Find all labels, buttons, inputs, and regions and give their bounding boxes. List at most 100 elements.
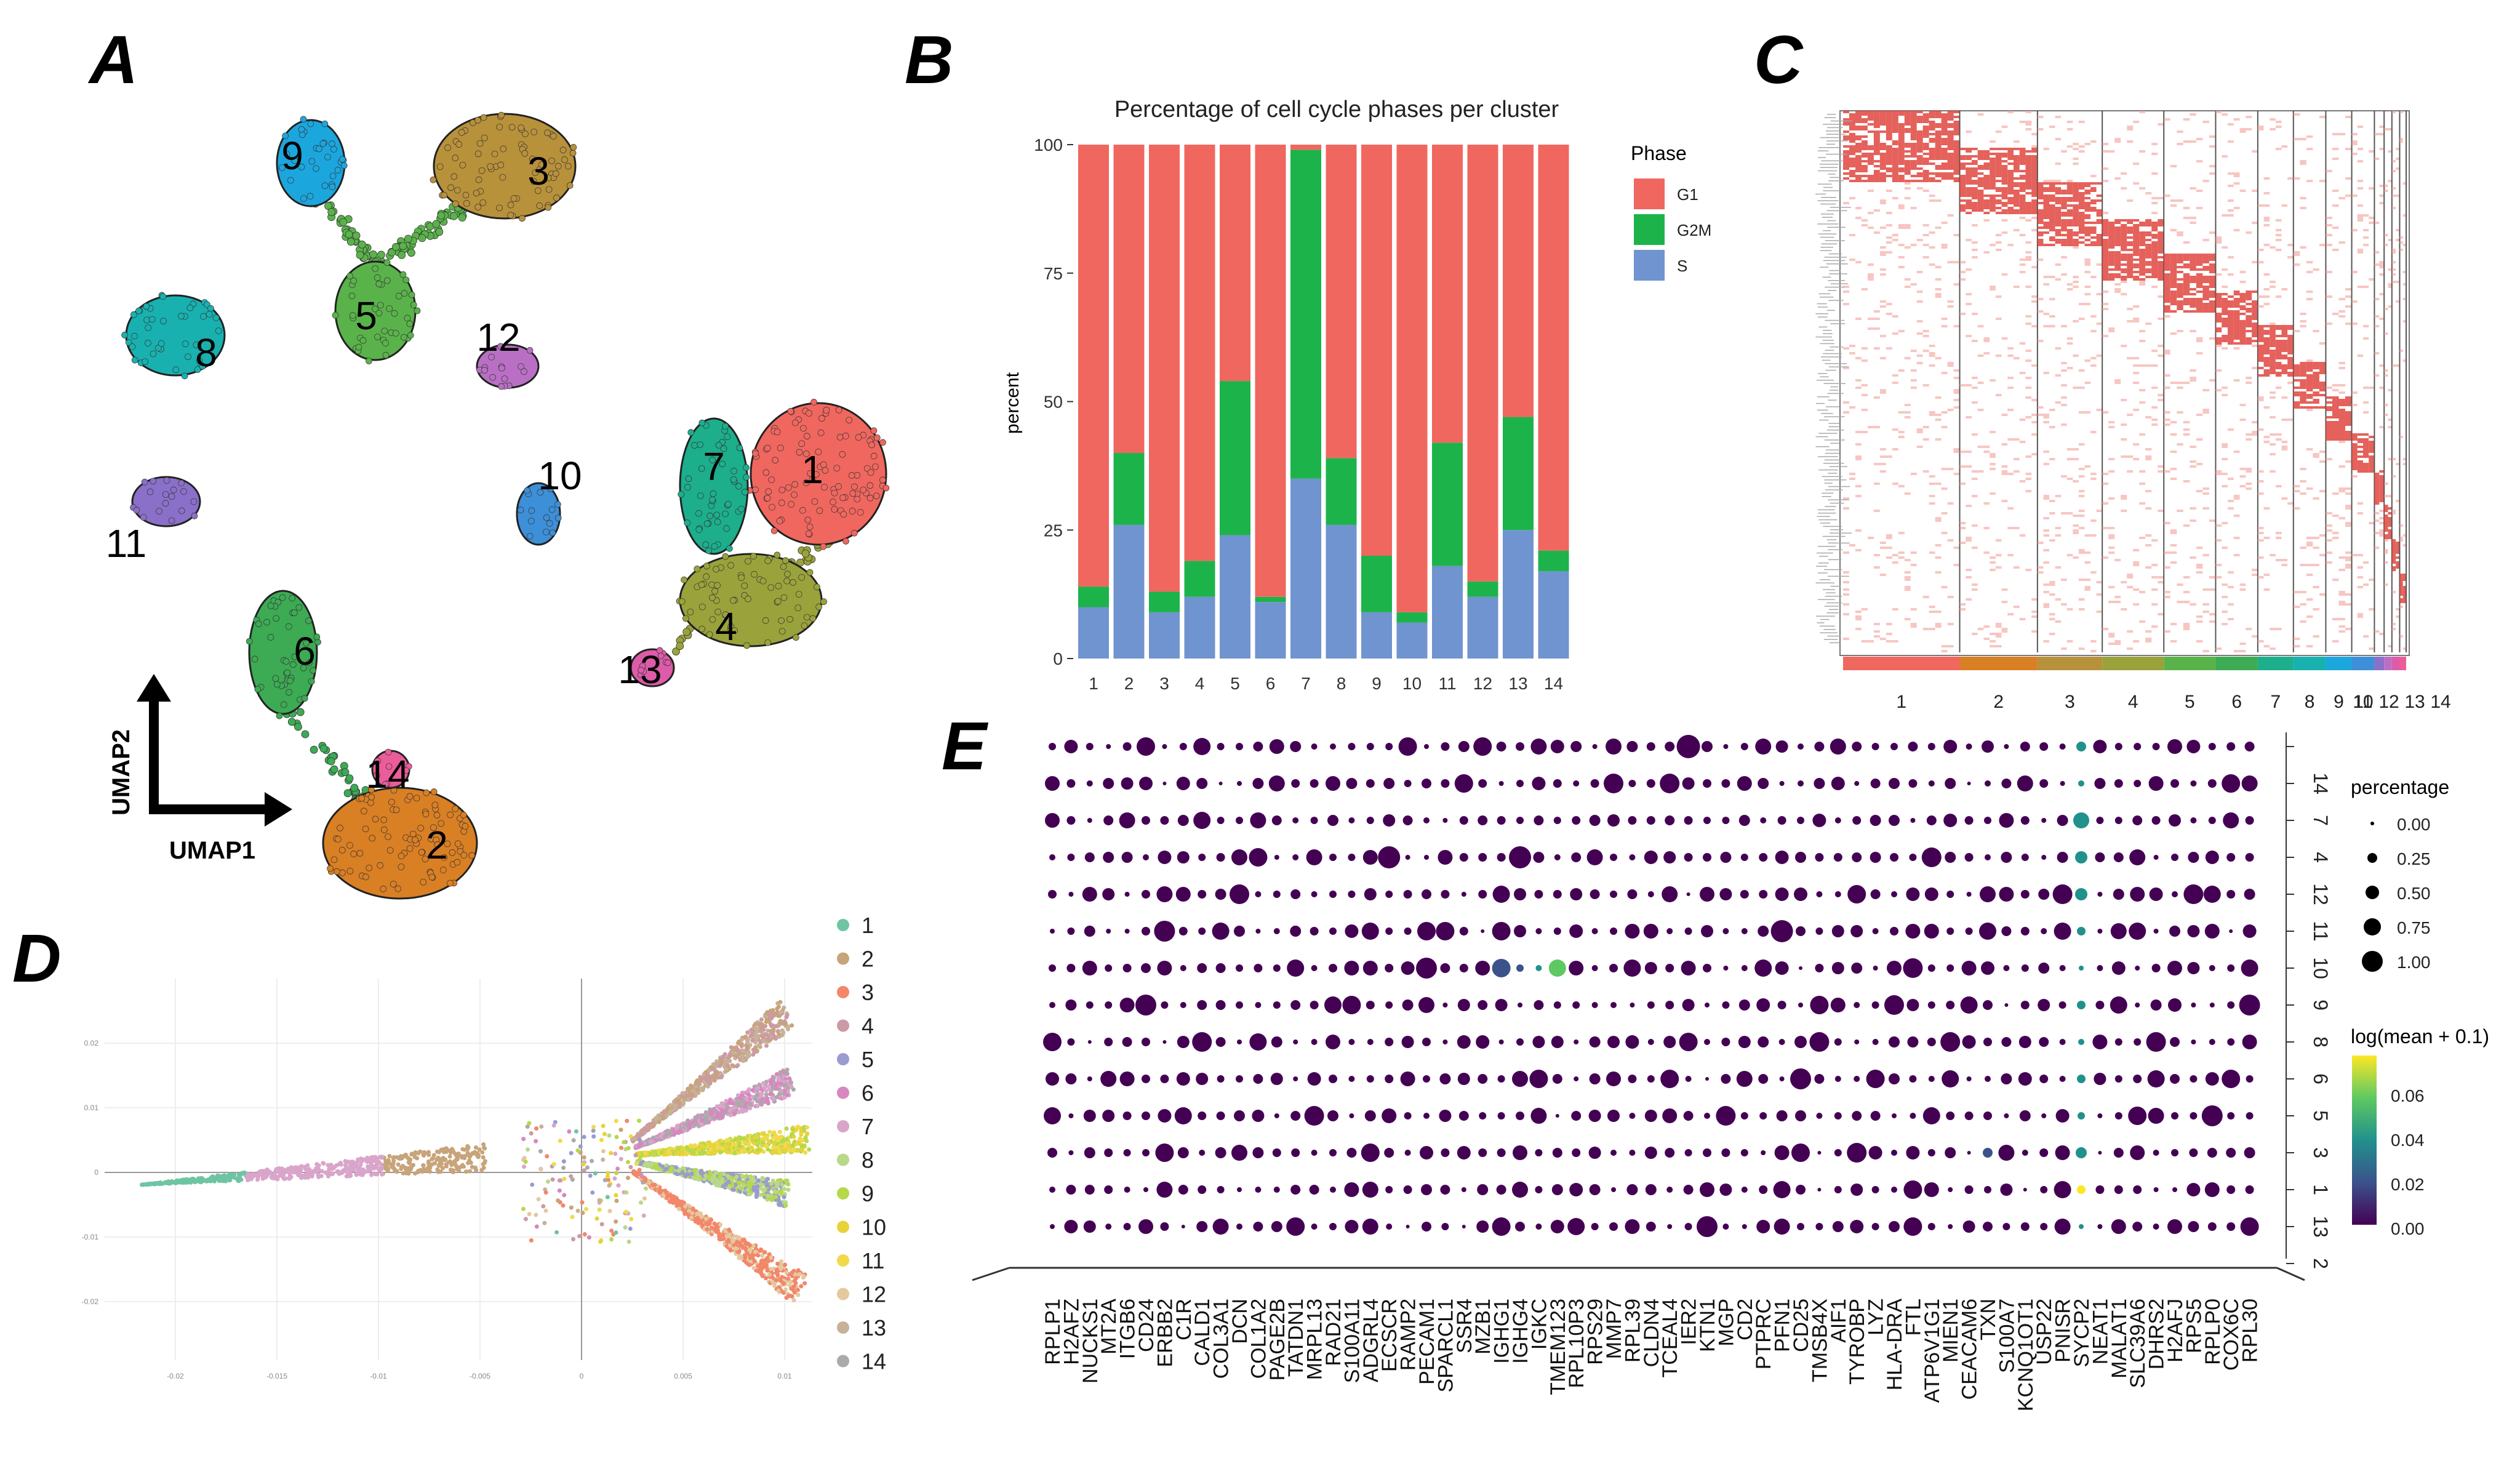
heatmap-cell: [1972, 155, 1978, 158]
heatmap-cell: [2127, 222, 2133, 224]
heatmap-cell: [2313, 635, 2319, 638]
umap-point: [860, 487, 866, 493]
heatmap-cell: [2079, 150, 2085, 153]
heatmap-cell: [2127, 574, 2133, 576]
heatmap-cell: [2332, 406, 2339, 409]
heatmap-cell: [2196, 438, 2203, 441]
heatmap-cell: [1990, 463, 1996, 465]
heatmap-cell: [1996, 172, 2002, 175]
heatmap-cell: [2246, 377, 2252, 379]
heatmap-cell: [2114, 140, 2121, 143]
heatmap-cell: [1855, 175, 1862, 177]
heatmap-cell: [2002, 630, 2008, 633]
heatmap-cell: [2073, 515, 2079, 517]
heatmap-cell: [1972, 495, 1978, 497]
heatmap-cell: [2061, 222, 2067, 224]
heatmap-cell: [2326, 234, 2332, 236]
heatmap-cell: [2258, 539, 2264, 542]
heatmap-cell: [2121, 399, 2127, 401]
heatmap-cell: [1929, 231, 1935, 234]
heatmap-cell: [2294, 404, 2300, 406]
heatmap-cell: [2079, 212, 2085, 214]
umap-point: [805, 517, 811, 523]
umap-point: [178, 508, 185, 514]
heatmap-cell: [1929, 138, 1935, 140]
umap-point: [334, 868, 340, 875]
heatmap-cell: [1905, 130, 1911, 133]
bar-G1-8: [1326, 145, 1357, 458]
heatmap-cell: [1966, 539, 1972, 542]
heatmap-cell: [2209, 295, 2216, 298]
heatmap-cell: [2338, 433, 2345, 436]
heatmap-cell: [2020, 342, 2026, 345]
heatmap-cell: [1874, 111, 1880, 113]
heatmap-cell: [2061, 244, 2067, 246]
heatmap-cell: [2202, 588, 2209, 591]
heatmap-cell: [2121, 455, 2127, 458]
heatmap-cell: [2270, 332, 2276, 335]
heatmap-cell: [1892, 143, 1898, 145]
heatmap-cell: [1966, 172, 1972, 175]
heatmap-cell: [2222, 300, 2228, 303]
heatmap-cell: [2258, 335, 2264, 337]
umap-point: [147, 489, 153, 495]
heatmap-cell: [2067, 554, 2073, 556]
umap-point: [880, 439, 886, 446]
bar-G2M-9: [1361, 556, 1392, 612]
heatmap-cell: [1862, 111, 1868, 113]
heatmap-cell: [2073, 556, 2079, 559]
umap-point: [149, 316, 155, 322]
heatmap-cell: [1929, 483, 1935, 485]
heatmap-cell: [1929, 155, 1935, 158]
heatmap-cell: [2222, 268, 2228, 271]
heatmap-cell: [1855, 138, 1862, 140]
umap-point: [335, 836, 341, 842]
heatmap-cell: [2073, 148, 2079, 150]
heatmap-cell: [1911, 369, 1917, 372]
heatmap-cell: [2392, 194, 2396, 197]
heatmap-cell: [2158, 234, 2164, 236]
heatmap-cell: [2240, 281, 2246, 283]
heatmap-cell: [1874, 123, 1880, 126]
heatmap-cell: [2183, 266, 2190, 268]
heatmap-cell: [2090, 182, 2097, 185]
umap-point: [843, 538, 849, 544]
heatmap-cell: [2133, 219, 2139, 222]
heatmap-cell: [2352, 229, 2358, 231]
heatmap-cell: [2031, 202, 2038, 204]
heatmap-cell: [2319, 362, 2326, 364]
heatmap-cell: [1849, 165, 1855, 167]
umap-point: [380, 886, 386, 892]
heatmap-cell: [2319, 389, 2326, 391]
heatmap-cell: [2002, 212, 2008, 214]
heatmap-cell: [1978, 382, 1984, 384]
heatmap-cell: [1996, 158, 2002, 160]
heatmap-cell: [2079, 199, 2085, 202]
heatmap-cell: [2049, 226, 2055, 229]
heatmap-cell: [2043, 212, 2049, 214]
heatmap-cell: [2281, 327, 2287, 330]
heatmap-cell: [2228, 618, 2234, 620]
row-label: [1820, 523, 1830, 524]
heatmap-cell: [1849, 478, 1855, 480]
row-label: [1825, 240, 1845, 241]
heatmap-cell: [2014, 470, 2020, 473]
heatmap-cell: [2090, 231, 2097, 234]
umap-point: [310, 746, 318, 753]
umap-point: [684, 484, 690, 491]
heatmap-cell: [2158, 295, 2164, 298]
heatmap-cell: [2158, 271, 2164, 273]
heatmap-cell: [2164, 419, 2170, 421]
umap-point: [145, 340, 151, 346]
heatmap-cell: [2020, 148, 2026, 150]
heatmap-cell: [2196, 463, 2203, 465]
heatmap-cell: [1942, 222, 1948, 224]
heatmap-cell: [1917, 332, 1923, 335]
heatmap-cell: [2228, 335, 2234, 337]
heatmap-cell: [1911, 138, 1917, 140]
heatmap-cell: [2002, 182, 2008, 185]
heatmap-cell: [1917, 145, 1923, 148]
heatmap-cell: [2067, 204, 2073, 207]
heatmap-cell: [2264, 364, 2270, 367]
heatmap-cell: [1996, 635, 2002, 638]
